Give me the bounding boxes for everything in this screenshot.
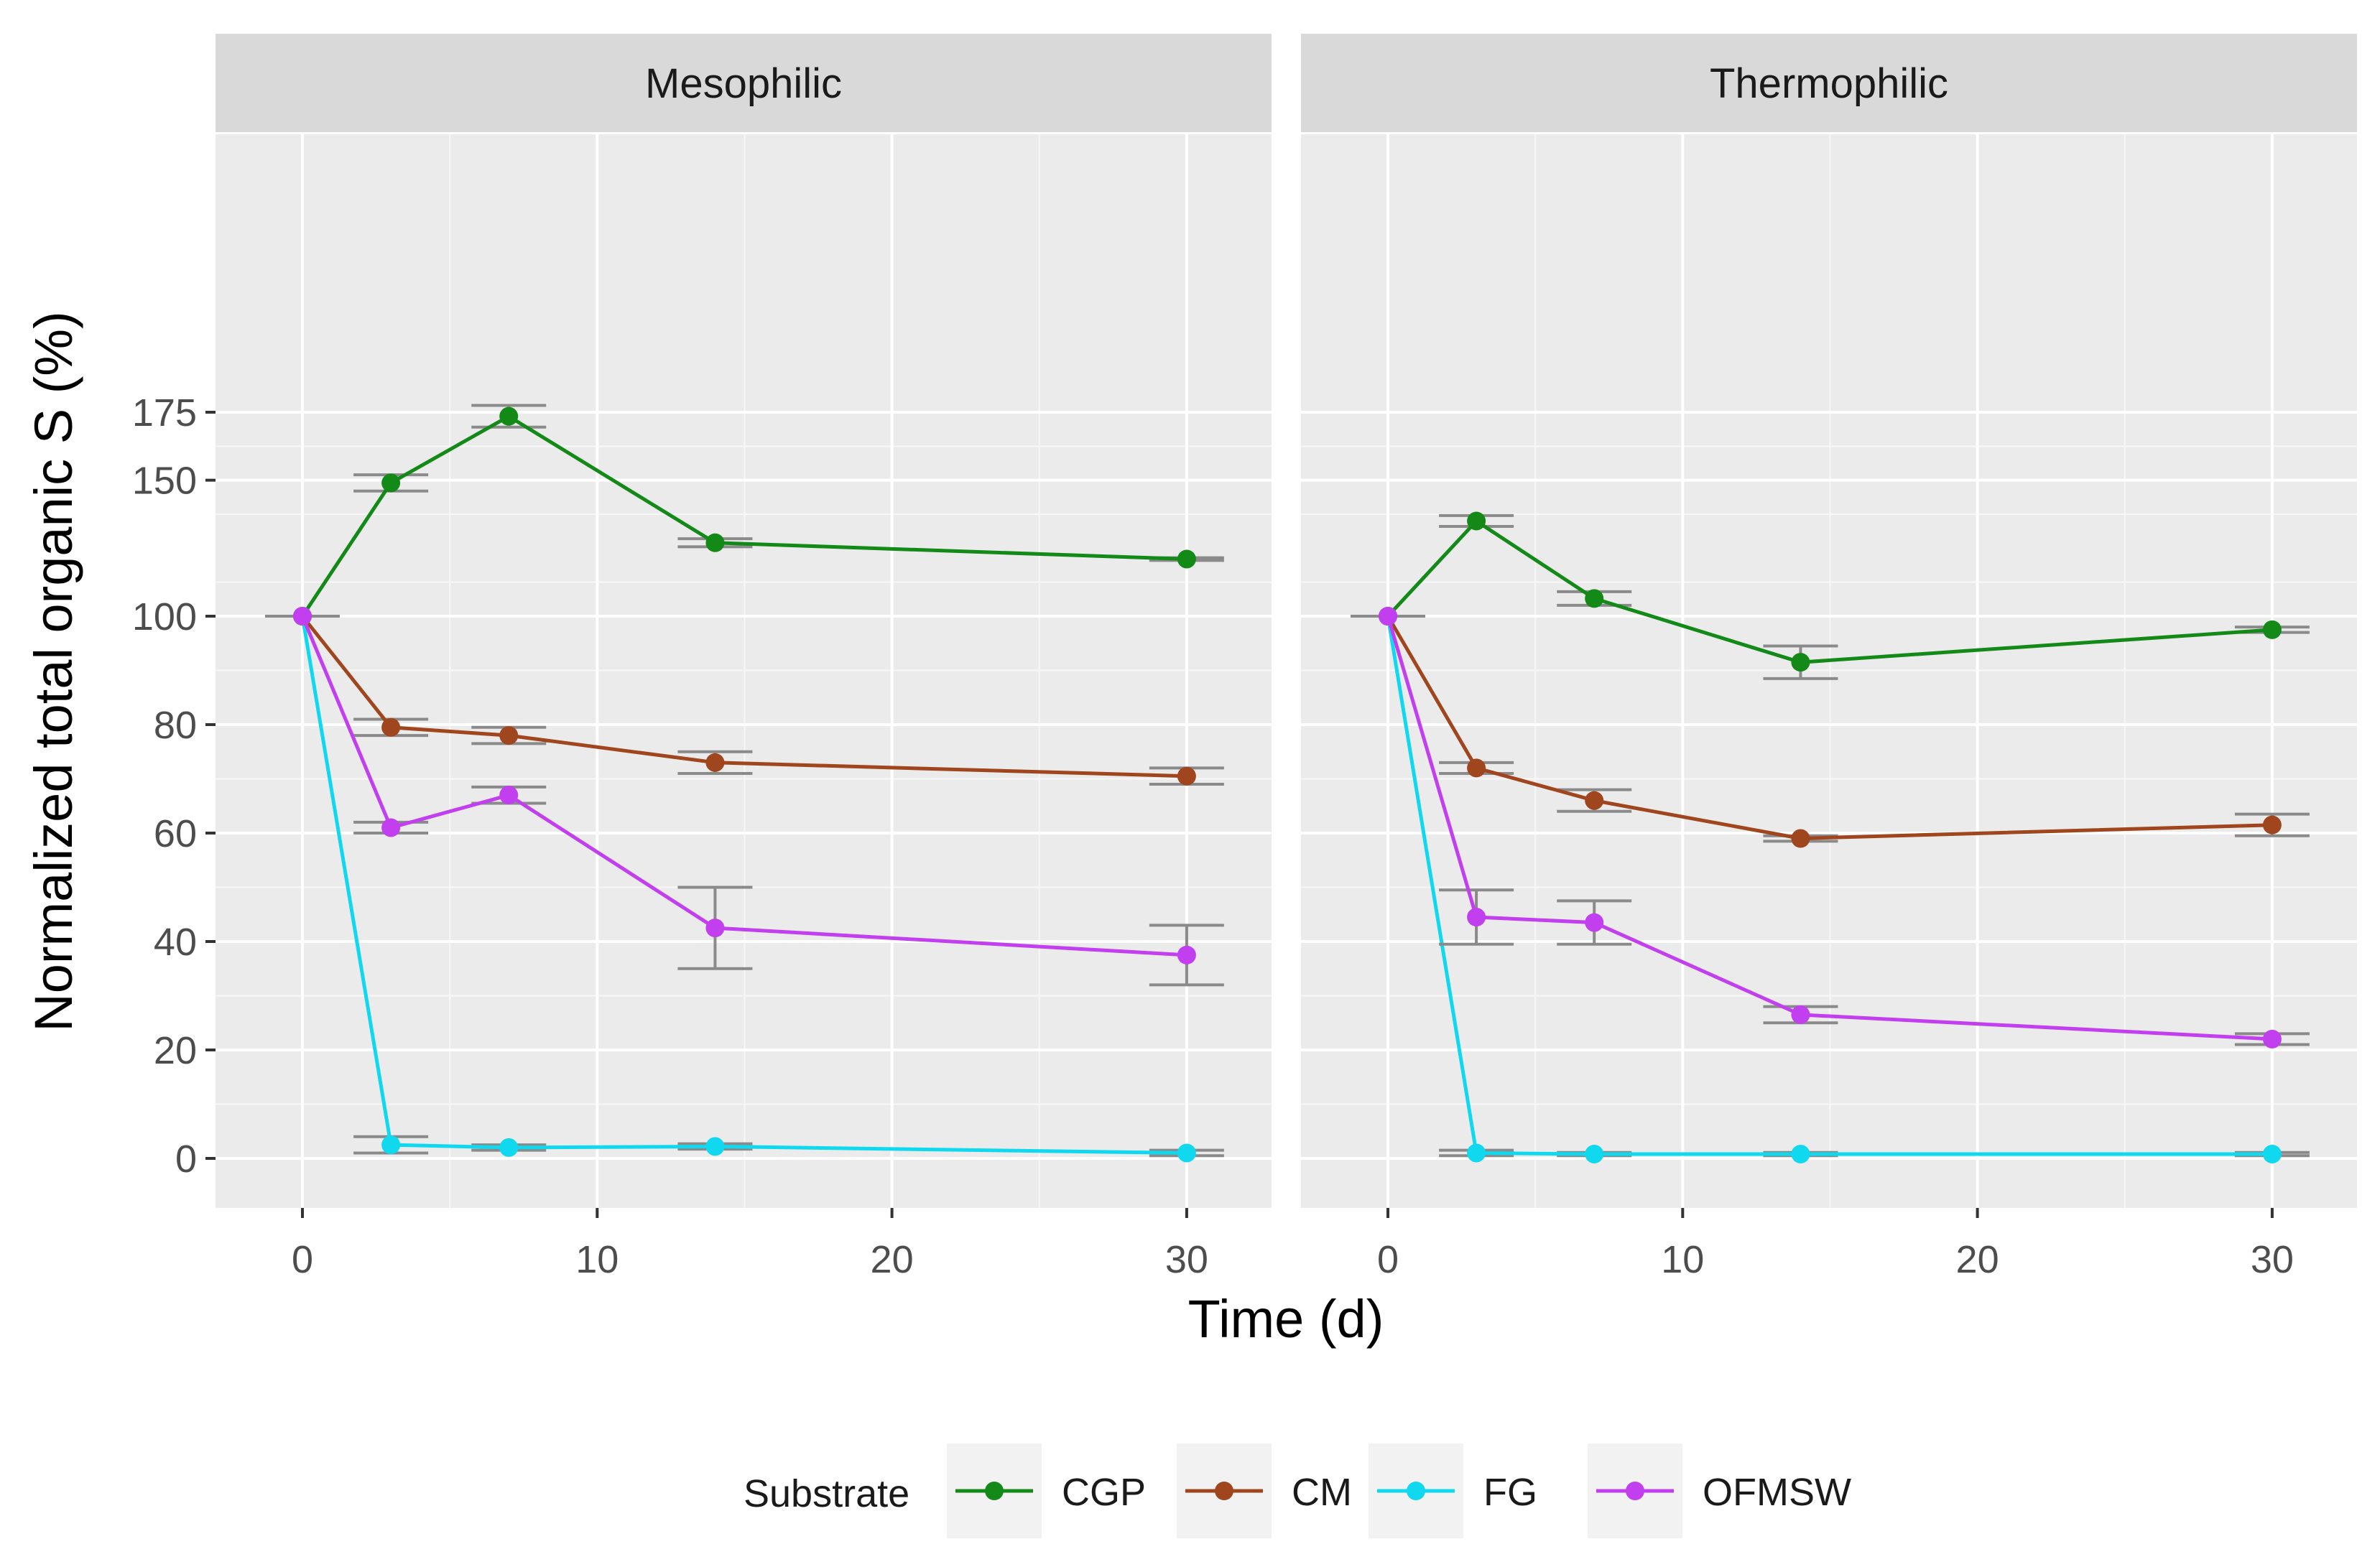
- x-tick-label: 0: [292, 1238, 313, 1281]
- legend-label-fg: FG: [1483, 1471, 1537, 1514]
- legend-key-point: [985, 1482, 1004, 1500]
- y-tick-label: 40: [154, 921, 197, 964]
- data-point-ofmsw: [381, 818, 401, 837]
- y-axis-title: Normalized total organic S (%): [24, 311, 83, 1031]
- y-tick-label: 80: [154, 704, 197, 747]
- legend-key-point: [1407, 1482, 1425, 1500]
- grid-layer: [216, 134, 2357, 1208]
- data-point-cm: [499, 726, 519, 745]
- data-point-ofmsw: [705, 919, 725, 938]
- data-point-ofmsw: [1585, 913, 1604, 932]
- data-layer: [265, 404, 2310, 1163]
- legend-title: Substrate: [744, 1472, 909, 1515]
- data-point-cm: [1177, 766, 1196, 786]
- x-tick-label: 20: [871, 1238, 914, 1281]
- data-point-fg: [705, 1137, 725, 1156]
- data-point-cm: [1791, 829, 1810, 848]
- data-point-ofmsw: [293, 607, 312, 626]
- data-point-fg: [1791, 1144, 1810, 1163]
- x-axis-title: Time (d): [1188, 1289, 1384, 1349]
- data-point-cgp: [1177, 549, 1196, 569]
- data-point-cgp: [1585, 589, 1604, 608]
- data-point-fg: [2262, 1144, 2282, 1163]
- legend-keys: CGP CM FG OFMSW: [947, 1444, 1851, 1538]
- legend-label-cgp: CGP: [1062, 1471, 1146, 1514]
- data-point-ofmsw: [1791, 1005, 1810, 1024]
- strip-mesophilic: [216, 34, 1272, 132]
- data-point-cm: [705, 753, 725, 772]
- x-tick-label: 30: [1165, 1238, 1208, 1281]
- x-tick-label: 10: [1661, 1238, 1704, 1281]
- y-tick-label: 20: [154, 1029, 197, 1072]
- legend-label-cm: CM: [1292, 1471, 1352, 1514]
- x-tick-label: 0: [1377, 1238, 1399, 1281]
- x-tick-label: 20: [1956, 1238, 1999, 1281]
- data-point-fg: [499, 1138, 519, 1157]
- data-point-ofmsw: [1379, 607, 1397, 626]
- y-tick-label: 150: [132, 460, 197, 503]
- y-tick-label: 60: [154, 812, 197, 855]
- panel-title-thermophilic: Thermophilic: [1710, 60, 1948, 107]
- data-point-cgp: [381, 473, 401, 493]
- panel-title-mesophilic: Mesophilic: [645, 60, 842, 107]
- data-point-fg: [1177, 1143, 1196, 1163]
- x-tick-label: 30: [2251, 1238, 2294, 1281]
- axis-layer: 0 10 20 30 0 10 20 30 0 20 40 60 80 100 150 175: [132, 391, 2294, 1281]
- data-point-cgp: [499, 406, 519, 426]
- data-point-cm: [381, 717, 401, 737]
- data-point-fg: [381, 1135, 401, 1155]
- data-point-cgp: [1791, 653, 1810, 672]
- data-point-fg: [1467, 1143, 1486, 1163]
- x-tick-label: 10: [575, 1238, 619, 1281]
- data-point-cm: [1467, 758, 1486, 778]
- data-point-ofmsw: [2262, 1029, 2282, 1049]
- data-point-fg: [1585, 1144, 1604, 1163]
- legend-key-point: [1215, 1482, 1233, 1500]
- y-tick-label: 0: [175, 1138, 197, 1181]
- data-point-ofmsw: [1467, 908, 1486, 927]
- strip-thermophilic: [1301, 34, 2357, 132]
- data-point-cgp: [1467, 511, 1486, 531]
- legend-key-point: [1626, 1482, 1644, 1500]
- data-point-cgp: [705, 533, 725, 552]
- y-tick-label: 100: [132, 595, 197, 638]
- y-tick-label: 175: [132, 391, 197, 434]
- legend-label-ofmsw: OFMSW: [1703, 1471, 1851, 1514]
- data-point-cm: [1585, 791, 1604, 810]
- data-point-ofmsw: [499, 786, 519, 805]
- data-point-cm: [2262, 815, 2282, 835]
- data-point-ofmsw: [1177, 945, 1196, 964]
- legend: Substrate CGP CM FG OFMSW: [744, 1444, 1851, 1538]
- data-point-cgp: [2262, 620, 2282, 639]
